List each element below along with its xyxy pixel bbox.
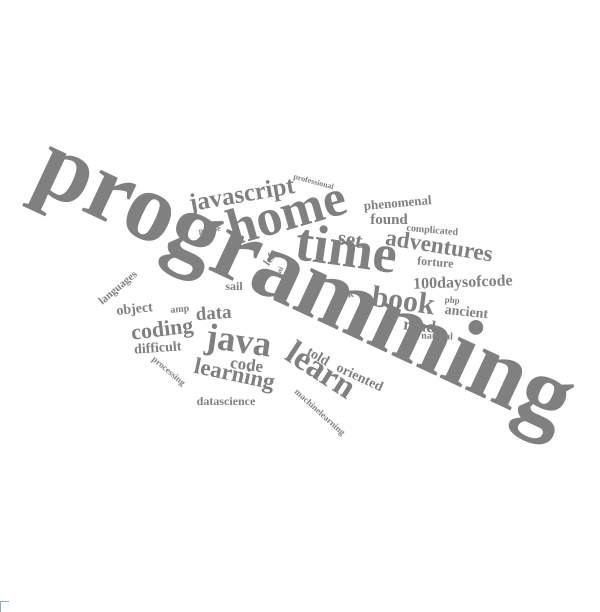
word-set: set	[336, 225, 364, 253]
word-people: people	[198, 223, 222, 235]
word-code: code	[229, 353, 265, 376]
word-read: read	[402, 314, 437, 336]
word-found: found	[370, 212, 408, 228]
word-phenomenal: phenomenal	[363, 192, 432, 213]
word-ancient: ancient	[444, 303, 489, 323]
corner-mark	[0, 601, 9, 612]
word-data: data	[195, 302, 233, 325]
word-datascience: datascience	[197, 394, 256, 408]
word-100daysofcode: 100daysofcode	[413, 272, 513, 292]
word-forture: forture	[417, 253, 455, 270]
word-time: time	[292, 211, 401, 285]
word-seek: seek	[333, 288, 356, 303]
word-complicated: complicated	[406, 223, 459, 238]
word-ai: ai	[274, 264, 285, 275]
word-processing: processing	[150, 354, 188, 388]
word-object: object	[116, 300, 154, 319]
word-sail: sail	[225, 279, 243, 293]
word-natural: natural	[421, 330, 453, 342]
word-java: java	[202, 316, 274, 365]
word-difficult: difficult	[134, 339, 183, 357]
word-php: php	[444, 294, 460, 305]
word-amp: amp	[170, 303, 190, 316]
